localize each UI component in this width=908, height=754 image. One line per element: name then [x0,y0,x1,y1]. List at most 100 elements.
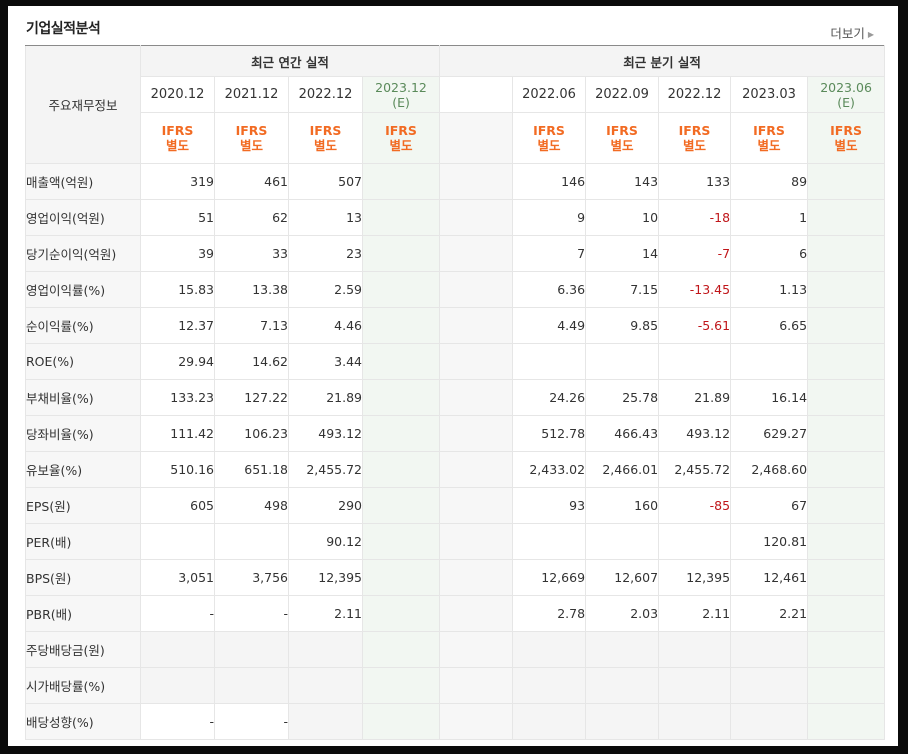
spacer-cell [439,163,514,200]
quarter-cell: 24.26 [512,379,587,416]
quarter-cell [585,343,660,380]
spacer-cell [439,631,514,668]
estimate-marker: (E) [837,94,855,110]
quarter-cell: 14 [585,235,660,272]
period-header: 2021.12 [214,76,289,113]
quarter-cell: 1 [730,199,809,236]
quarter-cell: 12,395 [658,559,732,596]
annual-cell: 7.13 [214,307,289,344]
row-label: 배당성향(%) [25,703,141,740]
period-row: 2020.12 2021.12 2022.12 2023.12 (E) 2022.06 20… [26,76,886,113]
row-header-label: 주요재무정보 [25,45,141,164]
spacer-cell [439,271,514,308]
quarter-cell [658,343,732,380]
ifrs-row: IFRS 별도 IFRS 별도 IFRS 별도 IFRS 별도 IFRS 별도 IFRS 별도 IFRS… [26,112,886,164]
quarter-cell: 146 [512,163,587,200]
table-row: 주당배당금(원) [25,631,886,668]
annual-cell: 90.12 [288,523,363,560]
ifrs-line1: IFRS [309,123,342,138]
ifrs-line2: 별도 [683,138,707,153]
row-label: 순이익률(%) [25,307,141,344]
annual-cell: 461 [214,163,289,200]
annual-cell: 605 [140,487,215,524]
annual-cell [361,703,441,740]
quarter-cell [807,595,886,632]
period-header: 2020.12 [140,76,215,113]
quarter-cell [512,703,587,740]
quarter-cell: 133 [658,163,732,200]
quarter-cell [807,451,886,488]
ifrs-badge: IFRS 별도 [658,112,732,164]
annual-cell: 21.89 [288,379,363,416]
annual-cell: 4.46 [288,307,363,344]
quarter-cell: 7 [512,235,587,272]
table-row: ROE(%) 29.94 14.62 3.44 [25,343,886,380]
spacer-cell [439,451,514,488]
annual-cell: 23 [288,235,363,272]
ifrs-badge: IFRS 별도 [512,112,587,164]
quarter-cell: 16.14 [730,379,809,416]
row-label: 부채비율(%) [25,379,141,416]
annual-cell: 13.38 [214,271,289,308]
table-row: 당기순이익(억원) 39 33 23 7 14 -7 6 [25,235,886,272]
row-label: 시가배당률(%) [25,667,141,704]
ifrs-badge: IFRS 별도 [730,112,809,164]
quarter-cell: -85 [658,487,732,524]
more-link[interactable]: 더보기 ▶ [830,23,874,42]
quarter-cell: 9.85 [585,307,660,344]
ifrs-line1: IFRS [830,123,862,138]
row-label: 영업이익(억원) [25,199,141,236]
annual-cell: 106.23 [214,415,289,452]
table-row: 시가배당률(%) [25,667,886,704]
row-label: PBR(배) [25,595,141,632]
annual-cell: 290 [288,487,363,524]
annual-group-header: 최근 연간 실적 [139,45,441,77]
spacer-cell [439,343,514,380]
table-row: BPS(원) 3,051 3,756 12,395 12,669 12,607 12,395… [25,559,886,596]
quarter-cell [658,703,732,740]
annual-cell: 2,455.72 [288,451,363,488]
row-label: 당기순이익(억원) [25,235,141,272]
annual-cell: 2.11 [288,595,363,632]
quarter-cell [512,631,587,668]
quarter-cell: 12,669 [512,559,587,596]
annual-cell: 3.44 [288,343,363,380]
quarter-cell: 2,455.72 [658,451,732,488]
annual-cell [214,667,289,704]
annual-cell: 2.59 [288,271,363,308]
panel-title: 기업실적분석 [26,21,101,37]
table-row: PBR(배) - -2.11 2.78 2.03 2.11 2.21 [25,595,886,632]
annual-cell [361,163,441,200]
ifrs-line1: IFRS [385,123,417,138]
quarter-cell [807,415,886,452]
quarter-cell: -5.61 [658,307,732,344]
annual-cell: 319 [140,163,215,200]
ifrs-line2: 별도 [239,138,263,153]
annual-cell [361,235,441,272]
quarter-cell [807,235,886,272]
quarter-cell [807,199,886,236]
ifrs-line2: 별도 [834,138,858,153]
quarter-cell [730,631,809,668]
row-label: PER(배) [25,523,141,560]
quarter-cell [585,631,660,668]
ifrs-line1: IFRS [161,123,194,138]
quarter-cell: 6.36 [512,271,587,308]
table-row: 영업이익률(%) 15.83 13.38 2.59 6.36 7.15 -13.45 1.13 [25,271,886,308]
quarter-cell: 160 [585,487,660,524]
ifrs-line1: IFRS [753,123,785,138]
spacer-cell [439,667,514,704]
table-row: 유보율(%) 510.16 651.18 2,455.72 2,433.02 2,466.… [25,451,886,488]
annual-cell: 14.62 [214,343,289,380]
quarter-cell: 4.49 [512,307,587,344]
quarter-cell: 2.03 [585,595,660,632]
annual-cell [361,379,441,416]
spacer-cell [439,559,514,596]
row-label: EPS(원) [25,487,141,524]
table-row: 영업이익(억원) 51 62 13 9 10 -18 1 [25,199,886,236]
quarter-cell [730,667,809,704]
annual-cell: - [140,703,215,740]
quarter-cell [585,703,660,740]
table-row: 배당성향(%) - - [25,703,886,740]
quarter-cell: 9 [512,199,587,236]
